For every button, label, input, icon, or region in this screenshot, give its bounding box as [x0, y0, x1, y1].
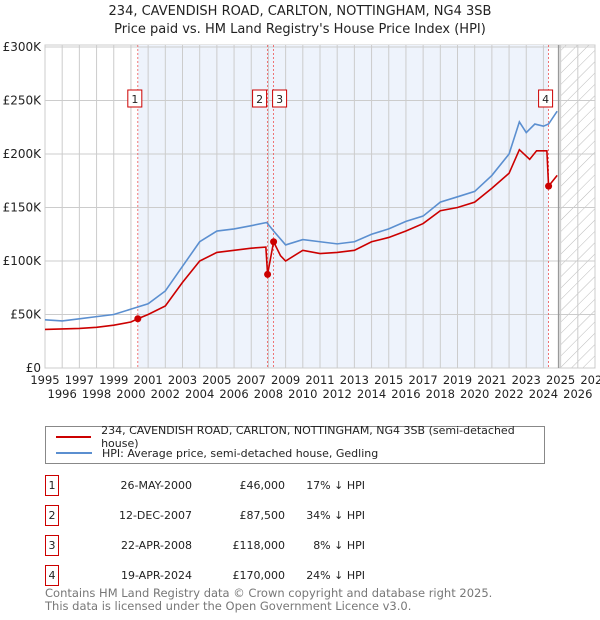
x-tick-label: 2004	[185, 387, 214, 401]
sale-date: 19-APR-2024	[120, 569, 192, 582]
x-tick-label: 2024	[529, 387, 558, 401]
sale-label: 1	[131, 93, 138, 106]
footer: Contains HM Land Registry data © Crown c…	[45, 587, 492, 613]
sale-point	[270, 238, 278, 246]
x-tick-label: 2003	[168, 373, 197, 387]
table-row: 3 22-APR-2008 £118,000 8% ↓ HPI	[45, 535, 445, 556]
x-tick-label: 1998	[82, 387, 111, 401]
footer-line: Contains HM Land Registry data © Crown c…	[45, 586, 493, 600]
x-tick-label: 2006	[219, 387, 248, 401]
hpi-diff: 24% ↓ HPI	[306, 569, 365, 582]
x-tick-label: 2009	[271, 373, 300, 387]
sale-label-box	[272, 89, 288, 108]
x-tick-label: 2026	[563, 387, 592, 401]
sale-label-box	[252, 89, 268, 108]
y-tick-label: £300K	[3, 40, 43, 54]
x-tick-label: 2015	[374, 373, 403, 387]
sale-price: £118,000	[232, 539, 286, 552]
x-tick-label: 1999	[99, 373, 128, 387]
x-tick-label: 2014	[357, 387, 386, 401]
sale-date: 12-DEC-2007	[118, 509, 192, 522]
sale-point	[264, 270, 272, 278]
x-tick-label: 2022	[494, 387, 523, 401]
y-tick-label: £0	[26, 361, 41, 375]
table-row: 2 12-DEC-2007 £87,500 34% ↓ HPI	[45, 505, 445, 526]
title-line-1: 234, CAVENDISH ROAD, CARLTON, NOTTINGHAM…	[108, 4, 492, 19]
footer-line: This data is licensed under the Open Gov…	[45, 599, 412, 613]
legend-item-property: 234, CAVENDISH ROAD, CARLTON, NOTTINGHAM…	[56, 424, 544, 450]
table-row: 1 26-MAY-2000 £46,000 17% ↓ HPI	[45, 475, 445, 496]
x-tick-label: 1997	[65, 373, 94, 387]
x-tick-label: 2012	[323, 387, 352, 401]
sale-number-badge: 3	[45, 535, 59, 556]
legend-label: 234, CAVENDISH ROAD, CARLTON, NOTTINGHAM…	[101, 424, 515, 450]
y-tick-label: £200K	[3, 147, 43, 161]
hpi-diff: 8% ↓ HPI	[313, 539, 365, 552]
sale-price: £46,000	[239, 479, 286, 492]
x-tick-label: 2019	[443, 373, 472, 387]
sale-label-box	[127, 89, 143, 108]
sale-point	[134, 315, 142, 323]
sale-number-badge: 1	[45, 475, 59, 496]
x-tick-label: 2016	[391, 387, 420, 401]
sale-label-box	[538, 89, 554, 108]
legend-item-hpi: HPI: Average price, semi-detached house,…	[56, 445, 378, 461]
sale-price: £87,500	[239, 509, 286, 522]
x-tick-label: 2027	[580, 373, 600, 387]
y-tick-label: £50K	[10, 308, 42, 322]
x-tick-label: 2001	[133, 373, 162, 387]
series-line	[44, 110, 558, 322]
sale-price: £170,000	[232, 569, 286, 582]
x-tick-label: 2007	[237, 373, 266, 387]
x-tick-label: 2013	[340, 373, 369, 387]
sale-date: 22-APR-2008	[120, 539, 192, 552]
sale-number-badge: 4	[45, 565, 59, 586]
x-tick-label: 2000	[116, 387, 145, 401]
legend-swatch-red	[56, 436, 92, 438]
sale-label: 4	[542, 93, 549, 106]
chart-title: 234, CAVENDISH ROAD, CARLTON, NOTTINGHAM…	[0, 3, 600, 39]
legend-label: HPI: Average price, semi-detached house,…	[102, 446, 379, 460]
price-chart: 1995199619971998199920002001200220032004…	[3, 40, 600, 401]
y-tick-label: £100K	[3, 254, 43, 268]
x-tick-label: 1996	[48, 387, 77, 401]
title-line-2: Price paid vs. HM Land Registry's House …	[114, 22, 486, 37]
legend: 234, CAVENDISH ROAD, CARLTON, NOTTINGHAM…	[45, 424, 545, 464]
hpi-diff: 34% ↓ HPI	[306, 509, 365, 522]
y-tick-label: £250K	[3, 94, 43, 108]
x-tick-label: 1995	[30, 373, 59, 387]
sale-label: 3	[276, 93, 283, 106]
x-tick-label: 2020	[460, 387, 489, 401]
x-tick-label: 2008	[254, 387, 283, 401]
legend-swatch-blue	[56, 452, 92, 454]
x-tick-label: 2018	[426, 387, 455, 401]
sale-label: 2	[256, 93, 263, 106]
x-tick-label: 2025	[546, 373, 575, 387]
x-tick-label: 2017	[408, 373, 437, 387]
sale-point	[545, 182, 553, 190]
x-tick-label: 2005	[202, 373, 231, 387]
x-tick-label: 2010	[288, 387, 317, 401]
sale-date: 26-MAY-2000	[120, 479, 192, 492]
table-row: 4 19-APR-2024 £170,000 24% ↓ HPI	[45, 565, 445, 586]
x-tick-label: 2011	[305, 373, 334, 387]
x-tick-label: 2021	[477, 373, 506, 387]
x-tick-label: 2002	[151, 387, 180, 401]
sale-number-badge: 2	[45, 505, 59, 526]
hpi-diff: 17% ↓ HPI	[306, 479, 365, 492]
y-tick-label: £150K	[3, 201, 43, 215]
x-tick-label: 2023	[512, 373, 541, 387]
